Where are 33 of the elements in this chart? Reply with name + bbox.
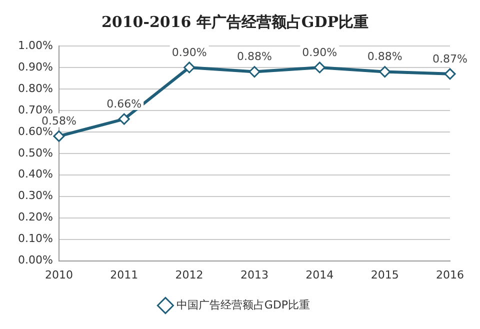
data-label: 0.58% bbox=[41, 114, 76, 128]
y-tick-label: 0.90% bbox=[18, 60, 53, 74]
x-tick-label: 2012 bbox=[175, 268, 204, 282]
point bbox=[379, 66, 391, 78]
y-tick-label: 0.80% bbox=[18, 82, 53, 95]
x-tick-label: 2014 bbox=[306, 268, 334, 282]
x-tick-label: 2010 bbox=[44, 268, 73, 282]
point bbox=[444, 68, 456, 80]
chart-title: 2010-2016 年广告经营额占GDP比重 bbox=[101, 12, 369, 31]
y-tick-label: 0.10% bbox=[18, 232, 53, 246]
y-tick-label: 0.50% bbox=[18, 146, 53, 160]
x-tick-label: 2016 bbox=[436, 268, 464, 282]
x-tick-label: 2015 bbox=[370, 268, 399, 282]
y-tick-label: 0.20% bbox=[18, 210, 53, 224]
point bbox=[248, 66, 260, 78]
y-tick-label: 0.30% bbox=[18, 189, 53, 202]
x-tick-label: 2011 bbox=[110, 268, 138, 282]
data-label: 0.66% bbox=[106, 97, 142, 110]
data-label: 0.87% bbox=[432, 52, 468, 66]
legend-label: 中国广告经营额占GDP比重 bbox=[176, 298, 310, 312]
y-tick-label: 0.40% bbox=[18, 168, 53, 181]
y-tick-label: 0.00% bbox=[18, 254, 53, 267]
point bbox=[184, 62, 196, 74]
x-tick-label: 2013 bbox=[240, 268, 268, 282]
data-label: 0.90% bbox=[302, 46, 338, 59]
point bbox=[118, 113, 130, 125]
data-label: 0.88% bbox=[236, 50, 272, 64]
point bbox=[53, 130, 65, 142]
y-tick-label: 1.00% bbox=[18, 38, 53, 52]
data-label: 0.88% bbox=[367, 50, 402, 64]
point bbox=[314, 62, 326, 74]
y-tick-label: 0.70% bbox=[18, 103, 53, 116]
data-label: 0.90% bbox=[172, 46, 207, 59]
